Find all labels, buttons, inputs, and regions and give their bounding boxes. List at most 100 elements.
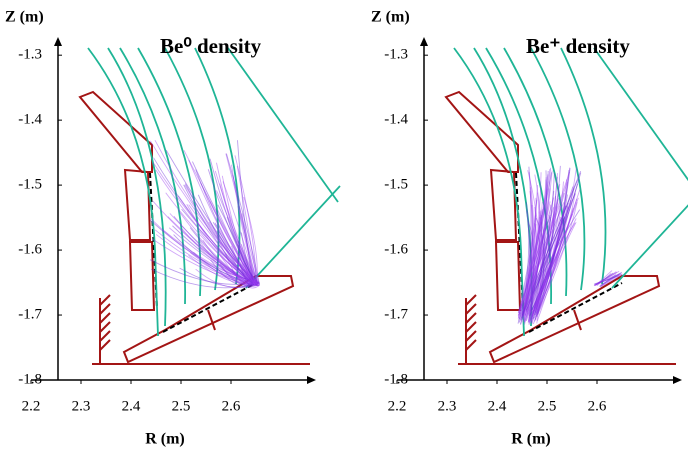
field-line: [245, 185, 341, 289]
density-streak: [150, 140, 256, 283]
density-streak: [531, 170, 547, 319]
density-streak: [531, 198, 578, 316]
density-streak: [208, 221, 259, 284]
density-streak: [528, 183, 579, 317]
density-streak: [537, 215, 566, 315]
density-streak: [214, 170, 260, 284]
density-streak: [190, 252, 259, 286]
density-streak: [522, 204, 534, 322]
wall-hatch: [465, 321, 477, 333]
density-streak: [192, 161, 258, 285]
density-streak: [526, 167, 552, 317]
density-streak: [197, 238, 255, 286]
density-streak: [521, 202, 558, 317]
density-streak: [535, 168, 577, 314]
y-axis-label: Z (m): [371, 9, 410, 26]
density-streak: [527, 223, 538, 323]
y-arrow: [420, 37, 428, 46]
density-streak: [531, 202, 569, 323]
density-streak: [177, 195, 255, 287]
density-streak: [593, 271, 618, 286]
wall-hatch: [465, 312, 477, 324]
y-tick-label: -1.5: [384, 177, 408, 193]
field-line: [227, 47, 339, 203]
density-streak: [531, 205, 561, 325]
density-streak: [524, 216, 566, 323]
density-streak: [226, 216, 259, 283]
density-streak: [231, 164, 259, 283]
density-streak: [215, 256, 254, 285]
density-streak: [237, 254, 260, 287]
density-streak: [518, 181, 549, 316]
density-streak: [534, 216, 561, 313]
density-streak: [523, 187, 533, 321]
wall-hatch: [465, 294, 477, 306]
density-streak: [517, 171, 570, 316]
x-arrow: [307, 376, 316, 384]
field-line: [473, 47, 533, 327]
density-streak: [234, 155, 257, 283]
density-streak: [527, 220, 535, 325]
density-streak: [173, 216, 255, 284]
density-streak: [528, 172, 582, 319]
density-streak: [238, 252, 260, 285]
density-streak: [169, 213, 253, 286]
x-tick-label: 2.3: [438, 398, 457, 414]
density-streak: [209, 158, 257, 285]
density-streak: [528, 211, 541, 323]
density-streak: [600, 274, 623, 287]
density-streak: [188, 159, 253, 287]
density-streak: [184, 183, 259, 284]
density-streak: [593, 275, 620, 285]
density-streak: [202, 240, 260, 285]
x-axis-label: R (m): [511, 431, 551, 448]
y-tick-label: -1.8: [384, 371, 408, 387]
density-streak: [525, 197, 560, 312]
wall-hatch: [99, 303, 111, 315]
x-arrow: [673, 376, 682, 384]
y-tick-label: -1.6: [18, 242, 42, 258]
density-streak: [173, 234, 260, 285]
density-streak: [237, 244, 255, 285]
density-streak: [523, 172, 542, 323]
y-tick-label: -1.6: [384, 242, 408, 258]
density-streak: [237, 206, 254, 283]
density-streak: [216, 230, 253, 286]
x-tick-label: 2.4: [488, 398, 507, 414]
density-streak: [207, 169, 258, 284]
density-streak: [219, 183, 259, 284]
wall-line: [207, 309, 216, 331]
field-line: [194, 47, 241, 285]
density-streak: [519, 182, 568, 320]
density-streak: [162, 229, 260, 283]
density-streak: [153, 157, 253, 283]
density-streak: [189, 227, 259, 285]
field-line: [137, 47, 202, 297]
density-streak: [216, 162, 254, 285]
density-streak: [528, 190, 555, 316]
panel-title: Be⁰ density: [160, 34, 262, 58]
field-line: [453, 47, 525, 337]
density-streak: [216, 190, 258, 287]
density-streak: [172, 225, 256, 283]
wall-tile: [489, 168, 518, 241]
panel: 2.2 2.3 2.4 2.5 2.6 -1.3 -1.4 -1.5 -1.6 -1.7 -1.8 R…: [371, 9, 688, 448]
density-streak: [533, 168, 571, 319]
density-streak: [534, 174, 543, 320]
density-streak: [149, 259, 255, 285]
density-streak: [216, 235, 257, 283]
density-streak: [530, 176, 558, 322]
density-streak: [535, 217, 545, 315]
density-streak: [200, 182, 259, 286]
density-streak: [183, 184, 254, 285]
field-line: [164, 47, 220, 291]
density-streak: [531, 199, 572, 311]
density-streak: [600, 274, 620, 287]
density-streak: [518, 223, 537, 318]
wall-hatch: [99, 294, 111, 306]
density-streak: [530, 173, 558, 324]
density-streak: [232, 175, 258, 284]
density-streak: [528, 215, 543, 315]
field-line: [503, 47, 568, 297]
